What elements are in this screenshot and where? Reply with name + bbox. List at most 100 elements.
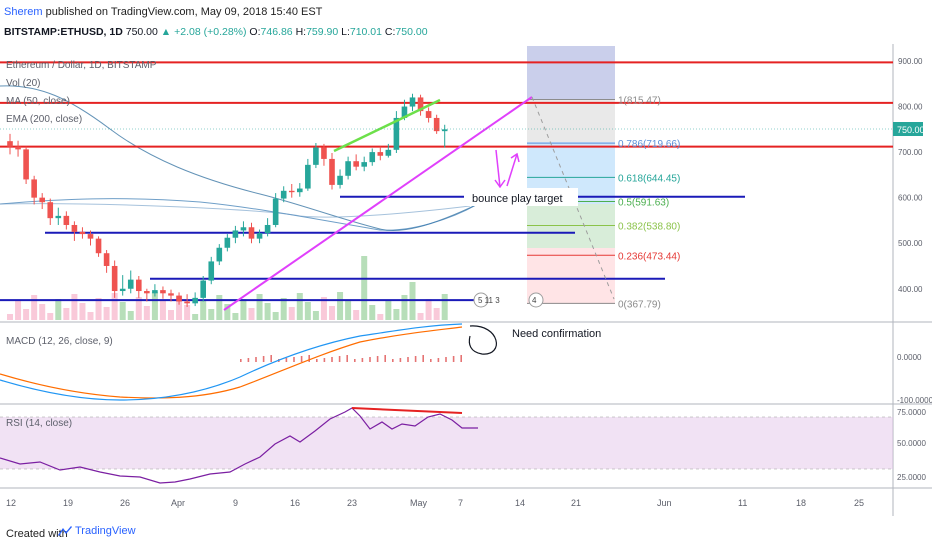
ma-line-2[interactable] (0, 203, 471, 218)
candle[interactable] (224, 234, 231, 252)
candle[interactable] (200, 275, 206, 302)
candle[interactable] (55, 207, 62, 225)
last-price-badge-text: 750.00 (897, 125, 925, 135)
candle[interactable] (152, 284, 158, 297)
candle[interactable] (353, 154, 359, 171)
macd-hist-bar (323, 358, 326, 362)
candle[interactable] (369, 148, 376, 166)
event-marker[interactable] (473, 292, 489, 308)
candle[interactable] (433, 114, 440, 134)
candle[interactable] (63, 211, 70, 230)
candle[interactable] (425, 107, 432, 123)
candle[interactable] (409, 93, 416, 112)
candle[interactable] (176, 292, 182, 305)
candle[interactable] (71, 221, 78, 241)
macd-hist-bar (437, 358, 440, 362)
projection-zone-top[interactable] (527, 46, 615, 100)
candle[interactable] (168, 289, 174, 302)
candle-body (224, 237, 231, 248)
divergence-line-green[interactable] (333, 98, 441, 153)
macd-hist-bar (452, 356, 455, 362)
candle[interactable] (337, 169, 343, 189)
candle-body (425, 111, 432, 118)
candle[interactable] (288, 183, 295, 198)
price-pane[interactable] (0, 52, 893, 322)
macd-hist-bar (445, 357, 447, 362)
ema200-line[interactable] (0, 198, 479, 231)
candle[interactable] (361, 156, 367, 172)
projection-zone-mid[interactable] (527, 100, 615, 142)
bounce-label-box[interactable] (464, 188, 578, 206)
candle-body (31, 179, 37, 198)
ma50-line[interactable] (0, 85, 479, 232)
candle[interactable] (160, 286, 166, 299)
candle[interactable] (393, 111, 400, 154)
candle[interactable] (313, 142, 319, 169)
candle[interactable] (297, 183, 303, 197)
candle-body (63, 215, 70, 225)
confirm-circle[interactable] (468, 325, 497, 355)
high-label: H: (295, 26, 307, 38)
candles[interactable] (7, 93, 448, 307)
time-tick-7: May (410, 498, 428, 508)
volume-bar (15, 300, 22, 320)
candle[interactable] (23, 146, 29, 184)
candle[interactable] (441, 124, 448, 148)
candle[interactable] (240, 221, 247, 237)
candle[interactable] (144, 288, 150, 302)
candle[interactable] (216, 244, 223, 266)
up-arrow[interactable] (506, 153, 518, 187)
price-axis[interactable]: 900.00 800.00 700.00 600.00 500.00 400.00 (898, 57, 923, 294)
volume-bar (264, 303, 271, 320)
candle-body (377, 152, 384, 156)
volume-bar (345, 301, 352, 320)
candle[interactable] (39, 193, 45, 210)
tradingview-logo[interactable]: TradingView (58, 525, 136, 537)
candle[interactable] (95, 236, 102, 257)
candle[interactable] (232, 225, 239, 244)
candle[interactable] (280, 186, 287, 203)
candle[interactable] (264, 218, 271, 237)
candle[interactable] (385, 143, 392, 158)
event-marker-2[interactable] (528, 292, 544, 308)
symbol[interactable]: BITSTAMP:ETHUSD, 1D (4, 26, 123, 38)
candle[interactable] (103, 250, 110, 273)
candle[interactable] (87, 230, 94, 246)
macd-line[interactable] (0, 323, 463, 401)
price-tick-2: 700.00 (898, 148, 923, 157)
candle[interactable] (345, 156, 351, 180)
rsi-divergence-line[interactable] (351, 407, 463, 414)
candle[interactable] (111, 260, 118, 298)
author-link[interactable]: Sherem (4, 6, 43, 18)
volume-bar (361, 256, 368, 320)
down-arrow[interactable] (495, 149, 501, 188)
candle[interactable] (192, 292, 198, 307)
volume-bar (31, 295, 38, 320)
candle[interactable] (256, 229, 263, 244)
time-tick-10: 21 (571, 498, 581, 508)
candle[interactable] (127, 270, 134, 294)
candle[interactable] (15, 140, 21, 157)
volume-bar (272, 312, 279, 320)
candle[interactable] (79, 227, 86, 239)
candle[interactable] (377, 146, 384, 161)
chart-canvas[interactable]: 1(815.47) 0.786(719.66) 0.618(644.45) 0.5(5… (0, 44, 932, 516)
candle[interactable] (31, 175, 37, 205)
time-axis[interactable]: 12 19 26 Apr 9 16 23 May 7 14 21 Jun 11 18 25 (6, 498, 864, 508)
candle[interactable] (184, 294, 190, 307)
candle[interactable] (321, 143, 327, 166)
candle[interactable] (329, 153, 335, 190)
candle[interactable] (208, 256, 215, 285)
candle[interactable] (417, 94, 424, 116)
candle[interactable] (47, 198, 54, 225)
uptrend-line[interactable] (223, 96, 533, 311)
candle[interactable] (305, 158, 311, 191)
candle[interactable] (136, 275, 142, 298)
projection-zone-red[interactable] (527, 248, 615, 304)
candle[interactable] (248, 222, 255, 244)
candle[interactable] (7, 133, 13, 155)
candle[interactable] (119, 275, 126, 296)
macd-signal-line[interactable] (0, 326, 463, 399)
candle[interactable] (272, 193, 279, 228)
rsi-line[interactable] (0, 407, 478, 484)
